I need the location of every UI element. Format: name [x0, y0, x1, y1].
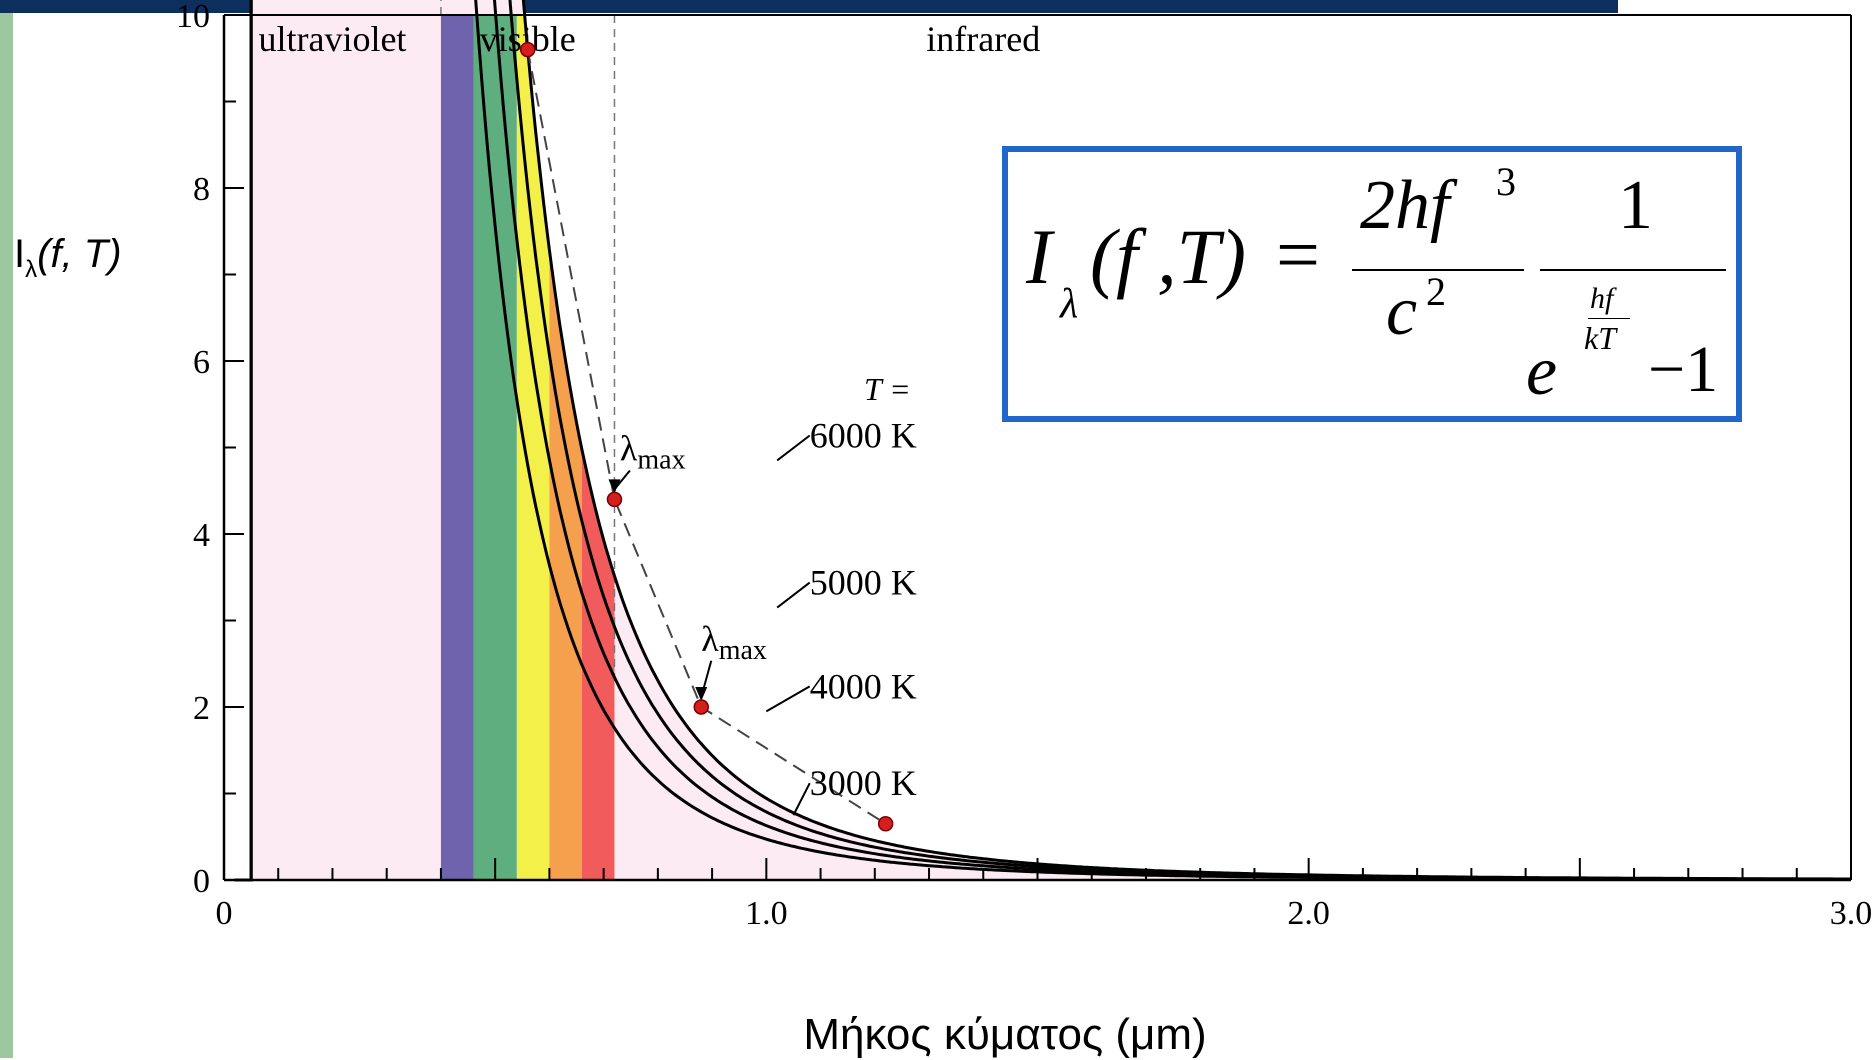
formula-exp-numerator: hf — [1590, 282, 1614, 315]
series-label: 6000 K — [810, 416, 917, 456]
x-tick-label: 0 — [216, 895, 233, 932]
lambda-max-sub: max — [719, 635, 767, 666]
series-label: 4000 K — [810, 666, 917, 706]
y-tick-label: 10 — [176, 0, 210, 35]
peak-marker — [693, 699, 710, 715]
spectrum-band-1 — [473, 15, 517, 880]
series-label: 5000 K — [810, 563, 917, 603]
series-label: 3000 K — [810, 763, 917, 803]
x-tick-label: 2.0 — [1287, 895, 1330, 932]
lambda-max-arrowhead — [608, 479, 621, 494]
planck-formula-box: I λ (f ,T) = 2hf 3 c 2 1 hf e kT −1 — [1002, 146, 1742, 422]
region-label-infrared: infrared — [926, 19, 1040, 59]
peak-marker — [519, 41, 536, 58]
lambda-max-label: λmax — [620, 428, 686, 475]
formula-minus-one: −1 — [1648, 333, 1719, 406]
peak-marker — [877, 816, 894, 832]
formula-numerator-1: 2hf — [1360, 167, 1450, 244]
spectrum-band-0 — [440, 15, 474, 880]
y-axis-title-subscript: λ — [25, 256, 38, 283]
formula-exp-base: e — [1526, 333, 1558, 410]
formula-denominator-1: c — [1386, 273, 1418, 350]
temperature-header: T = — [864, 371, 911, 407]
lambda-max-label: λmax — [701, 619, 767, 666]
peak-locus-line — [526, 49, 887, 825]
y-axis-title: Iλ(f, T) — [14, 232, 122, 283]
formula-denominator-1-exp: 2 — [1426, 269, 1446, 314]
series-label-leader — [776, 434, 811, 462]
series-label-leader — [765, 685, 811, 713]
formula-fraction-line-2 — [1540, 269, 1726, 271]
y-axis-title-symbol: I — [14, 232, 26, 276]
y-tick-label: 4 — [193, 517, 210, 554]
formula-numerator-2: 1 — [1618, 167, 1653, 244]
formula-exp-line — [1588, 318, 1630, 319]
formula-lhs-subscript: λ — [1060, 281, 1079, 327]
formula-fraction-line-1 — [1352, 269, 1524, 271]
x-axis-title: Μήκος κύματος (μm) — [803, 1010, 1207, 1059]
y-tick-label: 0 — [193, 863, 210, 900]
region-label-ultraviolet: ultraviolet — [258, 19, 406, 59]
left-accent-strip — [0, 0, 13, 1058]
lambda-max-arrowhead — [695, 687, 708, 701]
y-tick-label: 8 — [193, 171, 210, 208]
y-axis-title-args: (f, T) — [37, 232, 122, 276]
x-tick-label: 1.0 — [745, 895, 788, 932]
peak-marker — [606, 491, 623, 508]
formula-exp-denominator: kT — [1584, 320, 1616, 356]
x-tick-label: 3.0 — [1830, 895, 1873, 932]
formula-equals: = — [1276, 211, 1320, 298]
formula-lhs-args: (f ,T) — [1090, 213, 1246, 300]
y-tick-label: 2 — [193, 690, 210, 727]
spectrum-band-4 — [581, 15, 615, 880]
formula-numerator-1-exp: 3 — [1496, 159, 1516, 204]
formula-lhs-symbol: I — [1026, 213, 1052, 300]
series-label-leader — [776, 581, 811, 609]
y-tick-label: 6 — [193, 344, 210, 381]
lambda-max-sub: max — [637, 444, 685, 475]
series-label-leader — [792, 782, 811, 816]
